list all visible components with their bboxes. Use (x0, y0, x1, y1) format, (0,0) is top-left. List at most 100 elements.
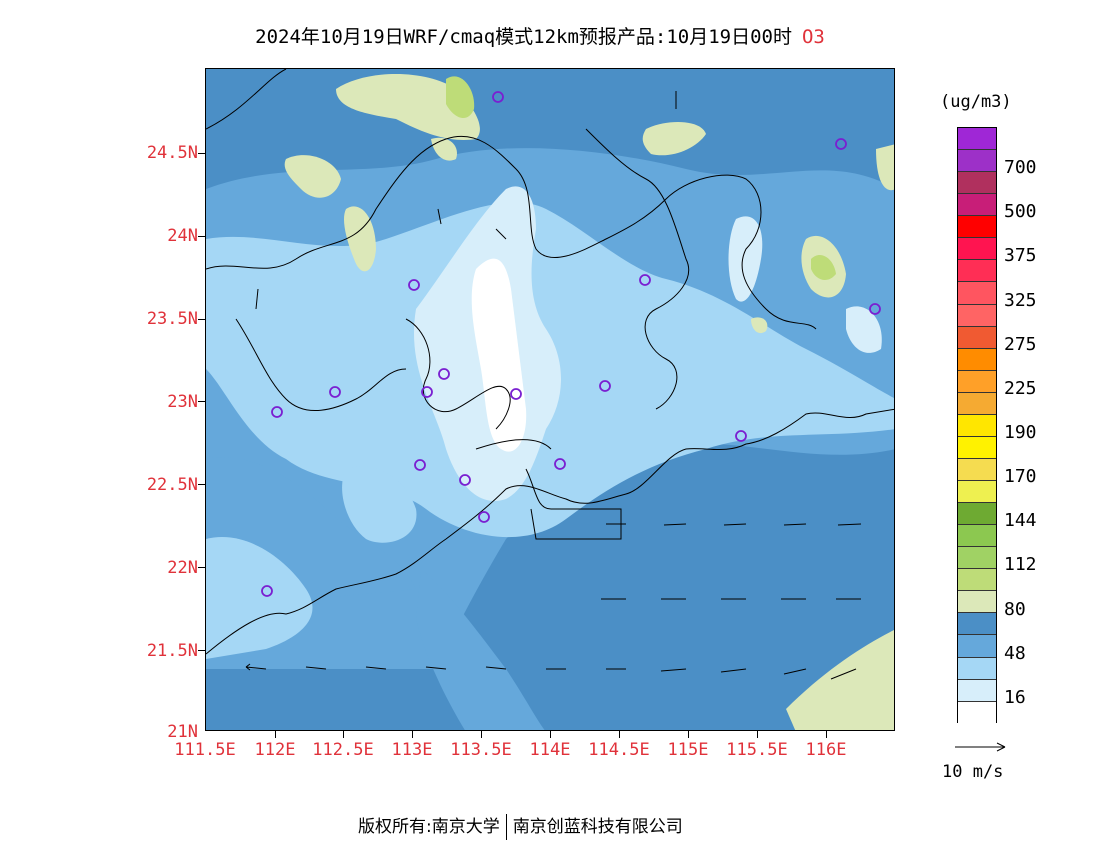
legend-color-box (958, 547, 996, 570)
legend-color-box (958, 591, 996, 614)
lat-label: 21.5N (146, 641, 198, 661)
footer-separator (505, 814, 507, 840)
legend-label: 375 (1004, 245, 1037, 267)
lon-label: 111.5E (174, 740, 236, 760)
legend-label: 80 (1004, 598, 1026, 620)
station-marker (554, 458, 566, 470)
station-markers (261, 91, 881, 597)
legend-label: 112 (1004, 554, 1037, 576)
wind-arrow (305, 666, 327, 670)
legend-label: 700 (1004, 157, 1037, 179)
legend-color-box (958, 326, 996, 349)
lon-label: 115.5E (726, 740, 788, 760)
station-marker (421, 386, 433, 398)
lon-label: 116E (805, 740, 847, 760)
station-marker (329, 386, 341, 398)
wind-arrow (783, 668, 807, 675)
concentration-band-32 (206, 537, 313, 659)
legend-label: 170 (1004, 466, 1037, 488)
legend-label: 48 (1004, 642, 1026, 664)
concentration-band-80 (336, 74, 480, 140)
lat-tick (198, 319, 205, 320)
lat-label: 23N (167, 392, 198, 412)
legend-color-box (958, 569, 996, 592)
station-marker (261, 585, 273, 597)
copyright-footer: 版权所有:南京大学 南京创蓝科技有限公司 (358, 812, 683, 840)
wind-arrow (495, 228, 507, 240)
concentration-band-0 (471, 258, 527, 452)
legend-label: 275 (1004, 333, 1037, 355)
lat-label: 21N (167, 722, 198, 742)
lon-label: 113.5E (450, 740, 512, 760)
station-marker (735, 430, 747, 442)
lon-tick (481, 731, 482, 738)
lon-label: 112E (254, 740, 296, 760)
legend-color-box (958, 414, 996, 437)
legend-color-box (958, 701, 996, 724)
wind-key-arrow-icon (955, 742, 1006, 752)
legend-color-box (958, 436, 996, 459)
station-marker (478, 511, 490, 523)
lat-label: 22N (167, 558, 198, 578)
wind-arrow (437, 208, 442, 225)
station-marker (639, 274, 651, 286)
legend-color-box (958, 282, 996, 305)
lon-tick (275, 731, 276, 738)
legend-color-box (958, 481, 996, 504)
lon-tick (826, 731, 827, 738)
concentration-band-80 (431, 137, 457, 161)
wind-arrow (837, 523, 862, 526)
lat-tick (198, 650, 205, 651)
lat-tick (198, 484, 205, 485)
lon-tick (343, 731, 344, 738)
footer-right: 南京创蓝科技有限公司 (512, 817, 683, 837)
lat-tick (198, 153, 205, 154)
wind-arrow (720, 668, 747, 673)
wind-key-label: 10 m/s (942, 762, 1004, 782)
wind-arrow (723, 523, 747, 526)
wind-arrow (425, 666, 447, 670)
legend-color-box (958, 150, 996, 173)
wind-arrow (245, 663, 267, 671)
station-marker (414, 459, 426, 471)
lat-label: 22.5N (146, 475, 198, 495)
legend-color-box (958, 260, 996, 283)
legend-unit: (ug/m3) (940, 92, 1012, 112)
legend-color-box (958, 128, 996, 151)
lon-tick (412, 731, 413, 738)
legend-color-box (958, 172, 996, 195)
wind-arrow (660, 668, 687, 672)
wind-arrow (830, 668, 857, 680)
coastline-path (206, 408, 894, 655)
legend-label: 144 (1004, 510, 1037, 532)
color-legend (957, 127, 997, 724)
lat-tick (198, 567, 205, 568)
map-canvas (206, 69, 894, 730)
province-boundary (585, 128, 690, 410)
title-main: 2024年10月19日WRF/cmaq模式12km预报产品:10月19日00时 (255, 26, 792, 48)
lon-label: 115E (667, 740, 709, 760)
lon-label: 114E (529, 740, 571, 760)
wind-vectors (245, 91, 862, 680)
legend-color-box (958, 194, 996, 217)
concentration-band-80 (786, 630, 894, 730)
legend-color-box (958, 348, 996, 371)
province-boundary (405, 318, 622, 540)
lat-tick (198, 236, 205, 237)
legend-color-box (958, 238, 996, 261)
station-marker (599, 380, 611, 392)
legend-color-box (958, 657, 996, 680)
station-marker (438, 368, 450, 380)
legend-color-box (958, 635, 996, 658)
station-marker (271, 406, 283, 418)
station-marker (492, 91, 504, 103)
concentration-band-80 (751, 317, 768, 334)
concentration-band-48 (416, 569, 545, 730)
legend-color-box (958, 613, 996, 636)
station-marker (835, 138, 847, 150)
province-boundary (235, 318, 407, 412)
forecast-map (205, 68, 895, 731)
station-marker (510, 388, 522, 400)
legend-color-box (958, 216, 996, 239)
lat-label: 24.5N (146, 143, 198, 163)
